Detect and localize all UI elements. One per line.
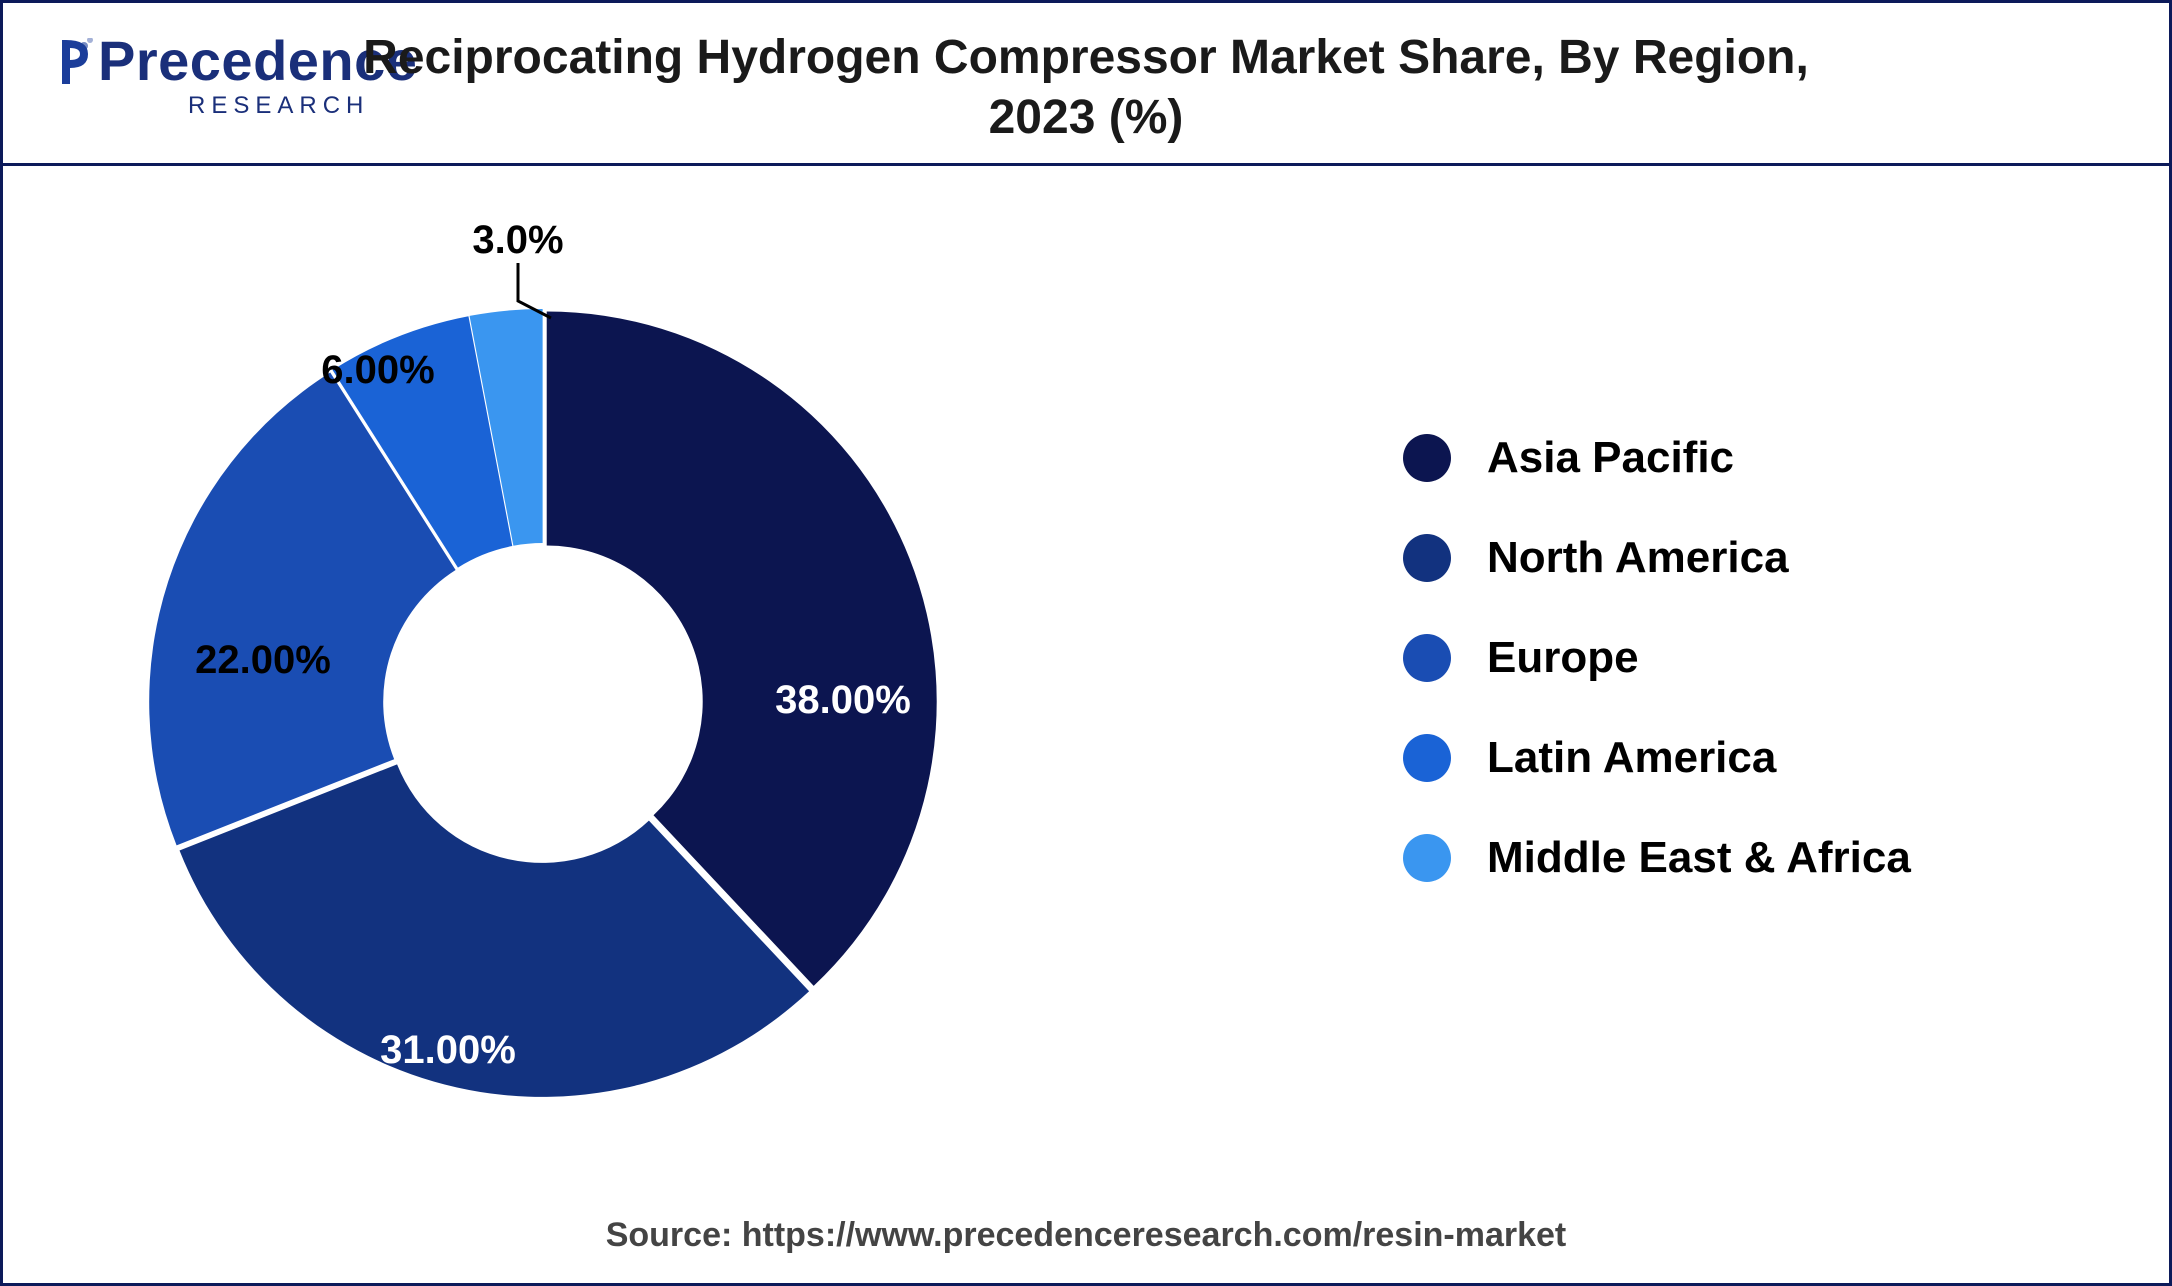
legend-swatch (1403, 634, 1451, 682)
segment-label: 31.00% (380, 1028, 516, 1072)
legend-label: North America (1487, 533, 1789, 583)
donut-svg: 38.00% 31.00% 22.00% 6.00% 3.0% (103, 183, 983, 1183)
legend-label: Asia Pacific (1487, 433, 1734, 483)
legend-item-4: Middle East & Africa (1403, 833, 1911, 883)
segment-label: 3.0% (472, 218, 563, 262)
donut-hole (391, 551, 695, 855)
segment-label: 22.00% (195, 638, 331, 682)
chart-title: Reciprocating Hydrogen Compressor Market… (3, 28, 2169, 148)
donut-chart: 38.00% 31.00% 22.00% 6.00% 3.0% (103, 183, 983, 1183)
legend-label: Latin America (1487, 733, 1776, 783)
legend-item-0: Asia Pacific (1403, 433, 1911, 483)
legend: Asia Pacific North America Europe Latin Ame… (1403, 433, 1911, 933)
segment-label: 6.00% (321, 348, 434, 392)
legend-item-3: Latin America (1403, 733, 1911, 783)
legend-item-1: North America (1403, 533, 1911, 583)
title-line-2: 2023 (%) (989, 91, 1184, 144)
legend-swatch (1403, 734, 1451, 782)
source-text: Source: https://www.precedenceresearch.c… (3, 1216, 2169, 1255)
legend-swatch (1403, 534, 1451, 582)
legend-swatch (1403, 434, 1451, 482)
legend-swatch (1403, 834, 1451, 882)
segment-label: 38.00% (775, 678, 911, 722)
title-line-1: Reciprocating Hydrogen Compressor Market… (363, 31, 1809, 84)
frame: Precedence RESEARCH Reciprocating Hydrog… (0, 0, 2172, 1286)
legend-label: Europe (1487, 633, 1639, 683)
legend-label: Middle East & Africa (1487, 833, 1911, 883)
header: Precedence RESEARCH Reciprocating Hydrog… (3, 3, 2169, 166)
legend-item-2: Europe (1403, 633, 1911, 683)
